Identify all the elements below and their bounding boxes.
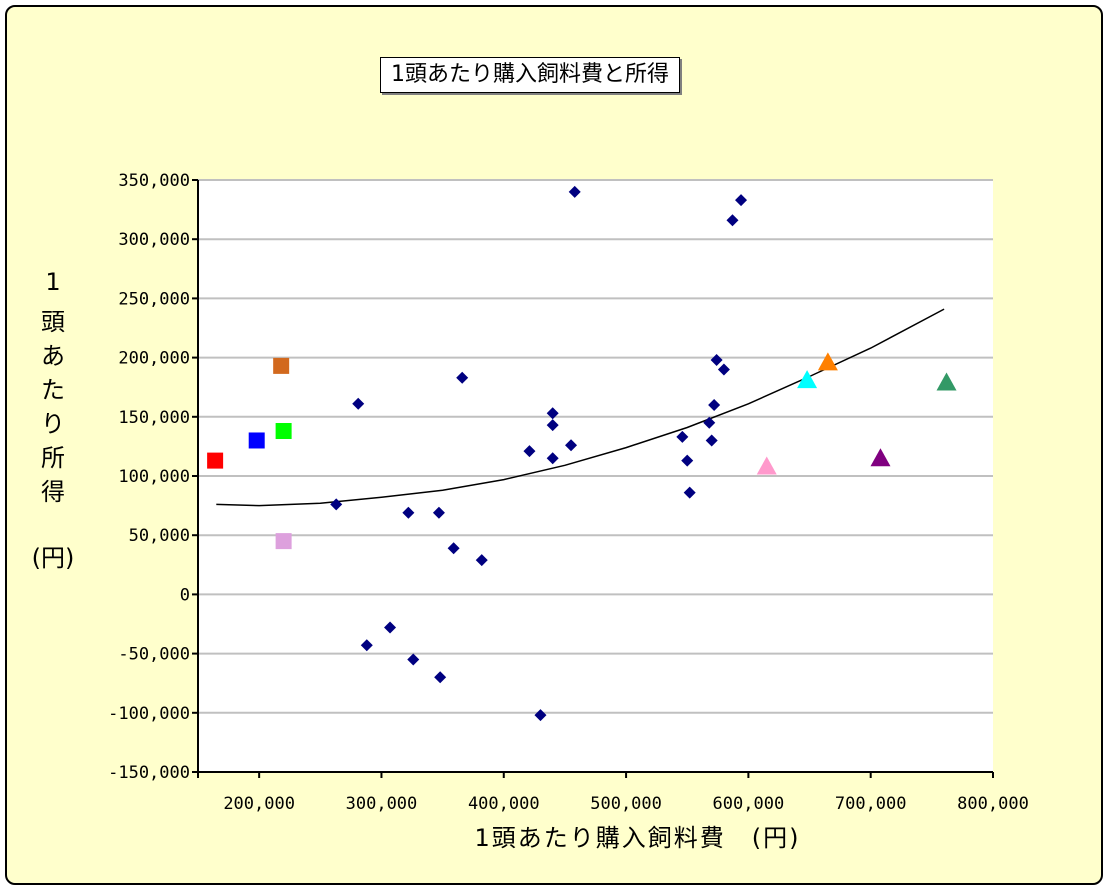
data-point-square — [273, 357, 290, 374]
data-point-square — [275, 423, 292, 440]
x-tick-label: 600,000 — [713, 794, 785, 814]
y-tick-label: 0 — [180, 585, 190, 605]
data-point-diamond — [568, 185, 581, 198]
y-axis-label-char: り — [41, 410, 65, 438]
y-axis-label-unit: (円) — [31, 544, 75, 572]
data-point-diamond — [735, 194, 748, 207]
data-point-diamond — [432, 506, 445, 519]
data-point-triangle — [797, 370, 818, 389]
y-tick-label: 200,000 — [118, 349, 190, 369]
x-tick-label: 200,000 — [223, 794, 295, 814]
data-point-diamond — [703, 416, 716, 429]
y-tick-label: -50,000 — [118, 645, 190, 665]
chart-title: 1頭あたり購入飼料費と所得 — [380, 57, 680, 93]
y-axis-label-char: 頭 — [41, 308, 65, 336]
data-point-diamond — [475, 554, 488, 567]
y-axis-label-char: 1 — [45, 268, 61, 296]
data-point-diamond — [434, 671, 447, 684]
data-point-square — [248, 432, 265, 449]
data-point-diamond — [384, 621, 397, 634]
data-point-diamond — [402, 506, 415, 519]
y-axis-label-char: あ — [41, 342, 65, 370]
y-tick-label: -150,000 — [108, 763, 190, 783]
data-point-triangle — [936, 372, 957, 391]
y-tick-label: 350,000 — [118, 171, 190, 191]
y-axis-label-char: 得 — [41, 478, 65, 506]
x-tick-label: 300,000 — [346, 794, 418, 814]
data-point-diamond — [708, 398, 721, 411]
data-point-diamond — [546, 419, 559, 432]
y-tick-label: 100,000 — [118, 467, 190, 487]
x-tick-label: 500,000 — [590, 794, 662, 814]
data-point-triangle — [870, 448, 891, 467]
data-point-diamond — [352, 397, 365, 410]
y-tick-label: -100,000 — [108, 704, 190, 724]
data-point-diamond — [726, 214, 739, 227]
data-point-diamond — [546, 452, 559, 465]
x-tick-label: 700,000 — [835, 794, 907, 814]
data-point-diamond — [456, 371, 469, 384]
data-point-diamond — [681, 454, 694, 467]
y-axis-label-char: 所 — [41, 444, 65, 472]
y-tick-label: 150,000 — [118, 408, 190, 428]
data-point-diamond — [717, 363, 730, 376]
data-point-square — [275, 533, 292, 550]
data-point-diamond — [565, 439, 578, 452]
data-point-diamond — [523, 445, 536, 458]
y-axis-label-char: た — [41, 376, 65, 404]
x-tick-label: 800,000 — [957, 794, 1029, 814]
data-point-diamond — [683, 486, 696, 499]
data-point-diamond — [710, 353, 723, 366]
data-point-diamond — [407, 653, 420, 666]
x-axis-label: 1頭あたり購入飼料費 (円) — [474, 824, 801, 852]
x-tick-label: 400,000 — [468, 794, 540, 814]
y-tick-label: 300,000 — [118, 230, 190, 250]
data-point-triangle — [756, 456, 777, 475]
data-point-diamond — [360, 639, 373, 652]
data-point-diamond — [447, 542, 460, 555]
data-point-diamond — [534, 709, 547, 722]
y-tick-label: 250,000 — [118, 289, 190, 309]
y-tick-label: 50,000 — [129, 526, 190, 546]
data-point-diamond — [676, 430, 689, 443]
data-point-triangle — [817, 352, 838, 371]
data-point-diamond — [705, 434, 718, 447]
data-point-diamond — [546, 407, 559, 420]
data-point-diamond — [330, 498, 343, 511]
data-point-square — [207, 452, 224, 469]
